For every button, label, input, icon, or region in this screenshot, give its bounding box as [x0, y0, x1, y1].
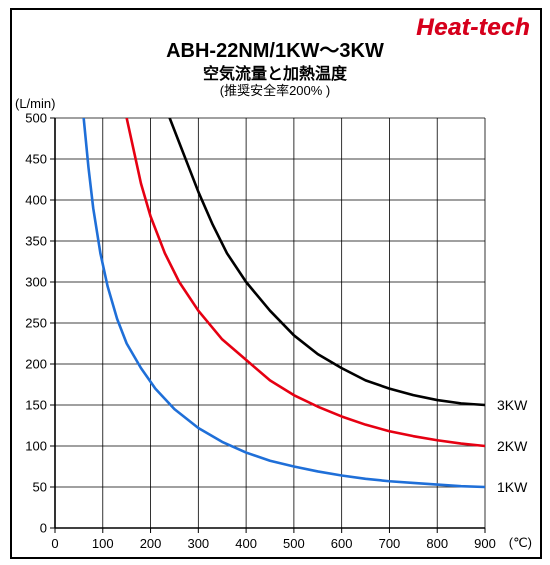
y-tick-label: 200 — [25, 357, 47, 372]
y-tick-label: 250 — [25, 316, 47, 331]
x-tick-label: 600 — [331, 536, 353, 551]
y-tick-label: 150 — [25, 398, 47, 413]
y-tick-label: 350 — [25, 234, 47, 249]
x-tick-label: 800 — [426, 536, 448, 551]
x-tick-label: 0 — [51, 536, 58, 551]
y-tick-label: 450 — [25, 152, 47, 167]
x-tick-label: 100 — [92, 536, 114, 551]
y-tick-label: 0 — [40, 521, 47, 536]
x-tick-label: 900 — [474, 536, 496, 551]
x-tick-label: 300 — [187, 536, 209, 551]
series-label-3kw: 3KW — [497, 397, 527, 413]
x-tick-label: 500 — [283, 536, 305, 551]
y-tick-label: 100 — [25, 439, 47, 454]
y-tick-label: 500 — [25, 111, 47, 126]
x-tick-label: 400 — [235, 536, 257, 551]
y-tick-label: 300 — [25, 275, 47, 290]
chart-frame: Heat-tech ABH-22NM/1KW～3KW 空気流量と加熱温度 (推奨… — [0, 0, 550, 565]
series-label-2kw: 2KW — [497, 438, 527, 454]
series-label-1kw: 1KW — [497, 479, 527, 495]
x-tick-label: 200 — [140, 536, 162, 551]
x-tick-label: 700 — [379, 536, 401, 551]
y-tick-label: 400 — [25, 193, 47, 208]
chart-plot — [0, 0, 550, 565]
y-tick-label: 50 — [33, 480, 47, 495]
